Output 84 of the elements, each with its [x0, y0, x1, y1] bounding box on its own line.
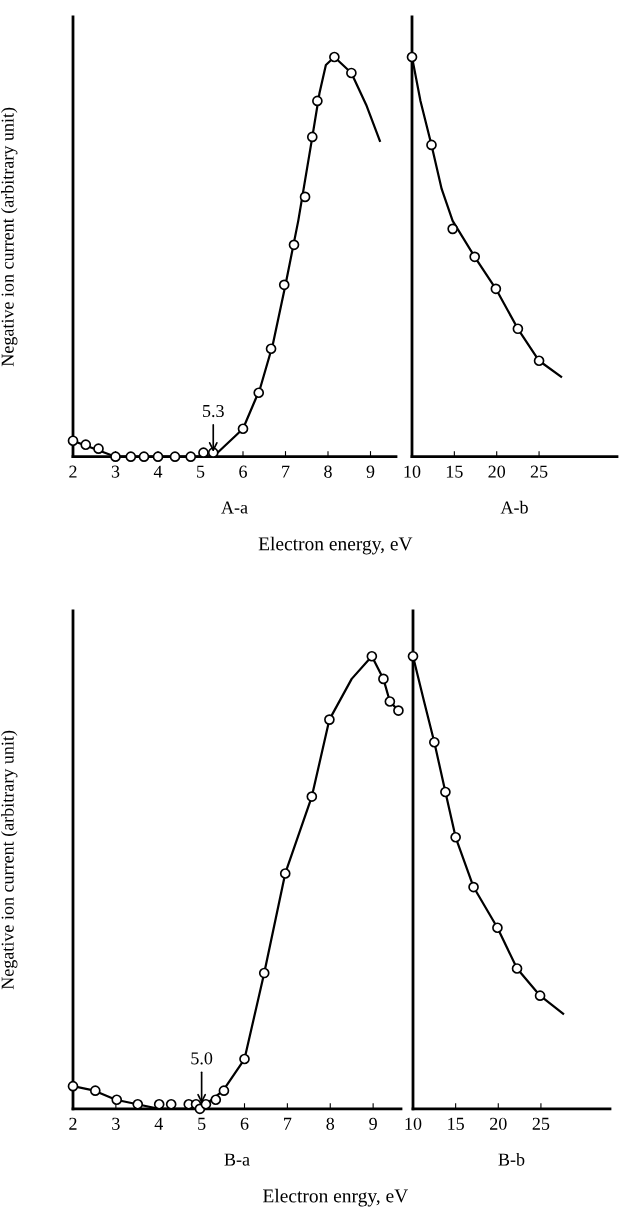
- point: [393, 705, 404, 716]
- x-tick-label: 20: [488, 465, 506, 478]
- point: [346, 67, 357, 79]
- point: [265, 343, 277, 355]
- point: [324, 714, 335, 725]
- point: [511, 963, 523, 974]
- x-axis-title: B-a: [224, 1153, 250, 1166]
- x-tick-label: 25: [532, 1117, 550, 1130]
- x-tick-label: 5: [198, 1117, 206, 1130]
- point: [384, 696, 396, 707]
- point: [218, 1085, 230, 1097]
- point: [329, 51, 340, 63]
- x-tick-label: 10: [404, 465, 421, 478]
- x-tick-label: 7: [282, 465, 290, 478]
- point: [428, 736, 440, 748]
- x-tick-label: 15: [448, 1117, 464, 1130]
- point: [67, 435, 79, 447]
- point: [80, 439, 92, 451]
- point: [253, 387, 265, 399]
- point: [468, 881, 479, 893]
- point: [169, 451, 181, 463]
- point: [152, 451, 164, 463]
- point: [492, 922, 503, 934]
- point: [426, 139, 437, 151]
- annotation: 5.0: [191, 1052, 213, 1065]
- y-axis-title: Negative ion current (arbitrary unit): [1, 107, 18, 367]
- x-tick-label: 4: [153, 465, 163, 478]
- point: [200, 1098, 212, 1110]
- point: [533, 355, 545, 367]
- x-tick-label: 3: [111, 465, 120, 478]
- point: [239, 1053, 250, 1065]
- x-axis-title: B-b: [498, 1152, 525, 1166]
- point: [185, 451, 197, 463]
- x-tick-label: 4: [154, 1117, 163, 1130]
- x-tick-label: 2: [69, 465, 77, 478]
- point: [447, 223, 458, 235]
- point: [490, 283, 502, 295]
- point: [312, 95, 323, 107]
- point: [299, 191, 311, 203]
- point: [306, 131, 318, 143]
- point: [93, 443, 104, 455]
- x-tick-label: 25: [530, 465, 548, 478]
- x-tick-label: 9: [366, 465, 375, 478]
- text: Electron enrgy, eV: [263, 1188, 409, 1207]
- point: [210, 1094, 222, 1106]
- point: [469, 251, 481, 263]
- point: [288, 239, 300, 251]
- x-tick-label: 6: [239, 465, 247, 478]
- x-tick-label: 5: [197, 465, 205, 478]
- point: [89, 1085, 101, 1097]
- x-tick-label: 8: [324, 465, 332, 478]
- x-axis-title: A-a: [221, 501, 248, 514]
- point: [306, 791, 318, 802]
- point: [110, 451, 121, 463]
- x-tick-label: 15: [446, 465, 463, 478]
- x-tick-label: 10: [405, 1117, 422, 1130]
- x-tick-label: 9: [369, 1117, 377, 1130]
- point: [406, 51, 418, 63]
- text: Electron energy, eV: [258, 536, 413, 555]
- point: [534, 990, 546, 1001]
- y-axis-title: Negative ion current (arbitrary unit): [1, 730, 18, 990]
- point: [378, 673, 389, 685]
- point: [366, 650, 378, 662]
- point: [450, 831, 461, 843]
- point: [278, 279, 290, 291]
- annotation: 5.3: [203, 404, 224, 418]
- point: [125, 451, 137, 463]
- point: [258, 967, 270, 979]
- point: [407, 650, 419, 662]
- point: [237, 423, 249, 435]
- point: [67, 1080, 79, 1092]
- point: [512, 323, 524, 335]
- point: [440, 786, 451, 798]
- point: [198, 447, 209, 459]
- point: [138, 451, 150, 463]
- x-tick-label: 3: [112, 1117, 120, 1130]
- x-tick-label: 20: [490, 1117, 507, 1130]
- point: [279, 868, 291, 879]
- x-tick-label: 6: [240, 1117, 249, 1130]
- x-tick-label: 7: [284, 1117, 292, 1130]
- x-axis-title: A-b: [500, 500, 528, 514]
- point: [111, 1094, 123, 1106]
- x-tick-label: 8: [326, 1117, 335, 1130]
- x-tick-label: 2: [69, 1117, 77, 1130]
